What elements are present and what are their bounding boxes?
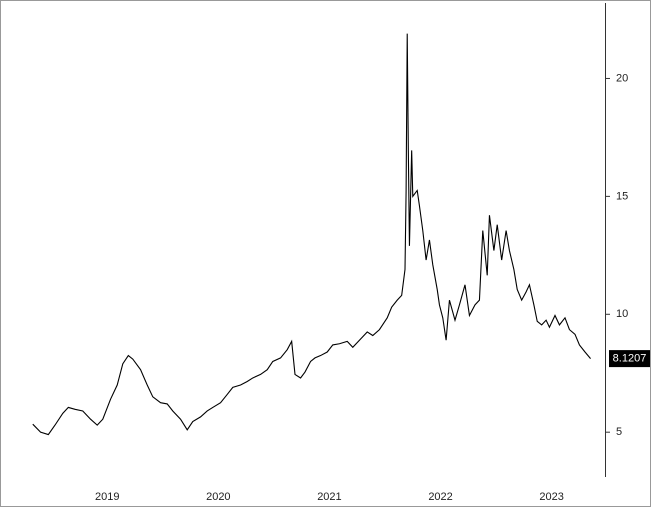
- y-tick-label: 10: [616, 308, 628, 320]
- line: [32, 33, 591, 436]
- x-tick-label: 2021: [317, 491, 341, 503]
- last-value-label: 8.1207: [613, 353, 647, 365]
- x-tick-label: 2022: [428, 491, 452, 503]
- x-tick-label: 2019: [95, 491, 119, 503]
- y-tick-label: 5: [616, 426, 622, 438]
- y-tick-label: 15: [616, 190, 628, 202]
- x-tick-label: 2023: [539, 491, 563, 503]
- x-tick-label: 2020: [206, 491, 230, 503]
- y-tick-label: 20: [616, 72, 628, 84]
- last-value-box: [609, 350, 650, 368]
